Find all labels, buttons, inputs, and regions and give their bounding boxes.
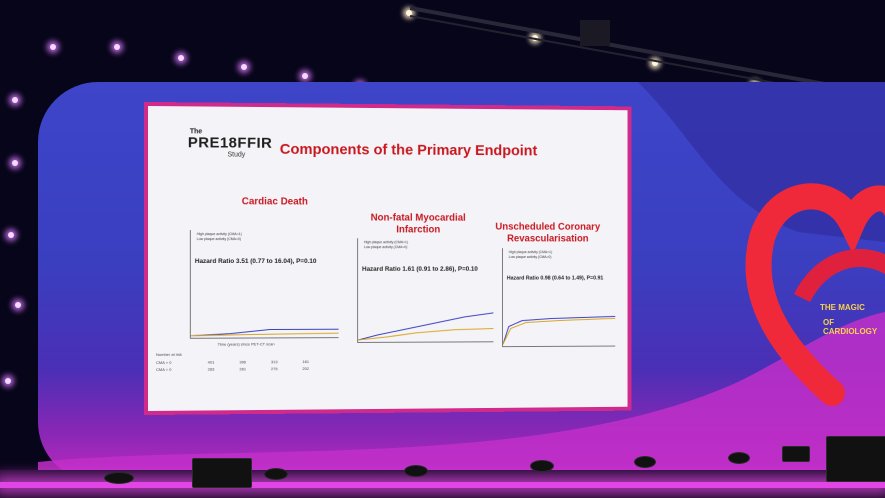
stage-light	[12, 97, 18, 103]
stage-light	[5, 378, 11, 384]
study-logo-sub: Study	[227, 151, 246, 159]
risk-value: 313	[270, 359, 278, 365]
stage-light	[15, 302, 21, 308]
km-curves	[503, 248, 615, 346]
heart-logo	[745, 183, 885, 406]
stage-light	[178, 55, 184, 61]
x-axis-label: Time (years) since PET-CT scan	[217, 341, 275, 347]
risk-value: 281	[239, 366, 246, 372]
stage-light	[114, 44, 120, 50]
km-curves	[358, 238, 493, 342]
brand-line-1: THE MAGIC	[820, 303, 865, 312]
stage-light	[50, 44, 56, 50]
ceiling-spotlight	[652, 60, 658, 66]
floor-light	[728, 452, 750, 464]
risk-value: 202	[302, 365, 309, 371]
panel-title-mi: Non-fatal Myocardial Infarction	[370, 212, 466, 236]
stage-light	[302, 73, 308, 79]
stage-speaker	[826, 436, 885, 482]
slide-title: Components of the Primary Endpoint	[279, 140, 538, 160]
brand-line-2: OF CARDIOLOGY	[823, 318, 878, 336]
stage-speaker	[192, 458, 252, 488]
study-logo: PRE18FFIR	[187, 134, 273, 152]
floor-light	[530, 460, 554, 472]
floor-light	[104, 472, 134, 484]
risk-row-label: CMA > 0	[155, 359, 172, 365]
floor-light	[634, 456, 656, 468]
floor-light-strip	[0, 482, 885, 488]
risk-value: 401	[207, 359, 215, 365]
km-plot-mi: High plaque activity (CMA>1) Low plaque …	[357, 238, 494, 343]
stage-light	[12, 160, 18, 166]
panel-title-cardiac-death: Cardiac Death	[241, 196, 308, 208]
floor-light	[264, 468, 288, 480]
panel-title-revasc: Unscheduled Coronary Revascularisation	[495, 221, 601, 245]
ceiling-spotlight	[406, 10, 412, 16]
risk-value: 275	[270, 366, 278, 372]
km-curves	[191, 230, 339, 338]
stage-light	[8, 232, 14, 238]
km-plot-revasc: High plaque activity (CMA>1) Low plaque …	[502, 248, 616, 348]
risk-row-label: CMA = 0	[155, 366, 172, 372]
risk-header: Number at risk	[155, 351, 182, 357]
km-plot-cardiac-death: High plaque activity (CMA>1) Low plaque …	[189, 230, 339, 339]
risk-value: 181	[302, 359, 309, 365]
risk-value: 396	[239, 359, 246, 365]
floor-light	[782, 446, 810, 462]
floor-light	[404, 465, 428, 477]
risk-value: 283	[207, 366, 215, 372]
stage-light	[241, 64, 247, 70]
presentation-slide: The PRE18FFIR Study Components of the Pr…	[144, 102, 632, 415]
